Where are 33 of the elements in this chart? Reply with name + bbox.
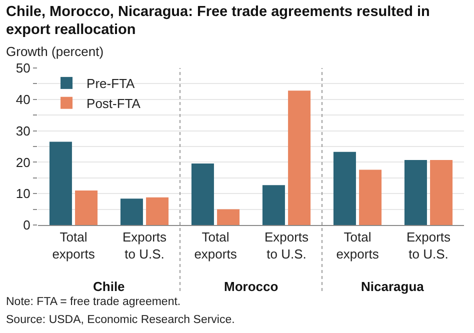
bar	[49, 142, 72, 225]
x-tick-label: Total exports	[194, 230, 238, 262]
bar	[288, 90, 311, 225]
bar	[75, 190, 98, 225]
bar	[333, 152, 356, 225]
x-tick-label: Total exports	[336, 230, 380, 262]
bar	[262, 185, 285, 225]
y-tick-label: 30	[16, 123, 30, 138]
bar	[191, 163, 214, 225]
x-tick-label: Exports to U.S.	[264, 230, 310, 262]
text: Note: FTA = free trade agreement.	[6, 296, 181, 308]
x-tick-label: Exports to U.S.	[406, 230, 452, 262]
legend-label: Pre-FTA	[86, 76, 135, 92]
text: Nicaragua	[361, 279, 425, 294]
y-tick-label: 40	[16, 92, 30, 107]
y-tick-label: 50	[16, 60, 30, 76]
text: Chile	[93, 279, 125, 294]
bar	[430, 160, 453, 225]
x-tick-label: Total exports	[52, 230, 96, 262]
text: Morocco	[224, 279, 278, 294]
bar	[120, 198, 143, 225]
chart-title: Chile, Morocco, Nicaragua: Free trade agreements resulted in export reallocation	[6, 3, 431, 39]
y-tick-label: 0	[23, 218, 30, 233]
bar	[359, 170, 382, 225]
y-axis-title: Growth (percent)	[6, 44, 104, 59]
source-note: Source: USDA, Economic Research Service.	[6, 314, 235, 326]
x-tick-label: Exports to U.S.	[122, 230, 168, 262]
y-tick-label: 10	[16, 186, 30, 202]
bar	[146, 197, 169, 225]
bar	[404, 160, 427, 225]
legend-label: Post-FTA	[86, 96, 141, 111]
y-tick-label: 20	[16, 154, 30, 170]
bar	[217, 209, 240, 225]
